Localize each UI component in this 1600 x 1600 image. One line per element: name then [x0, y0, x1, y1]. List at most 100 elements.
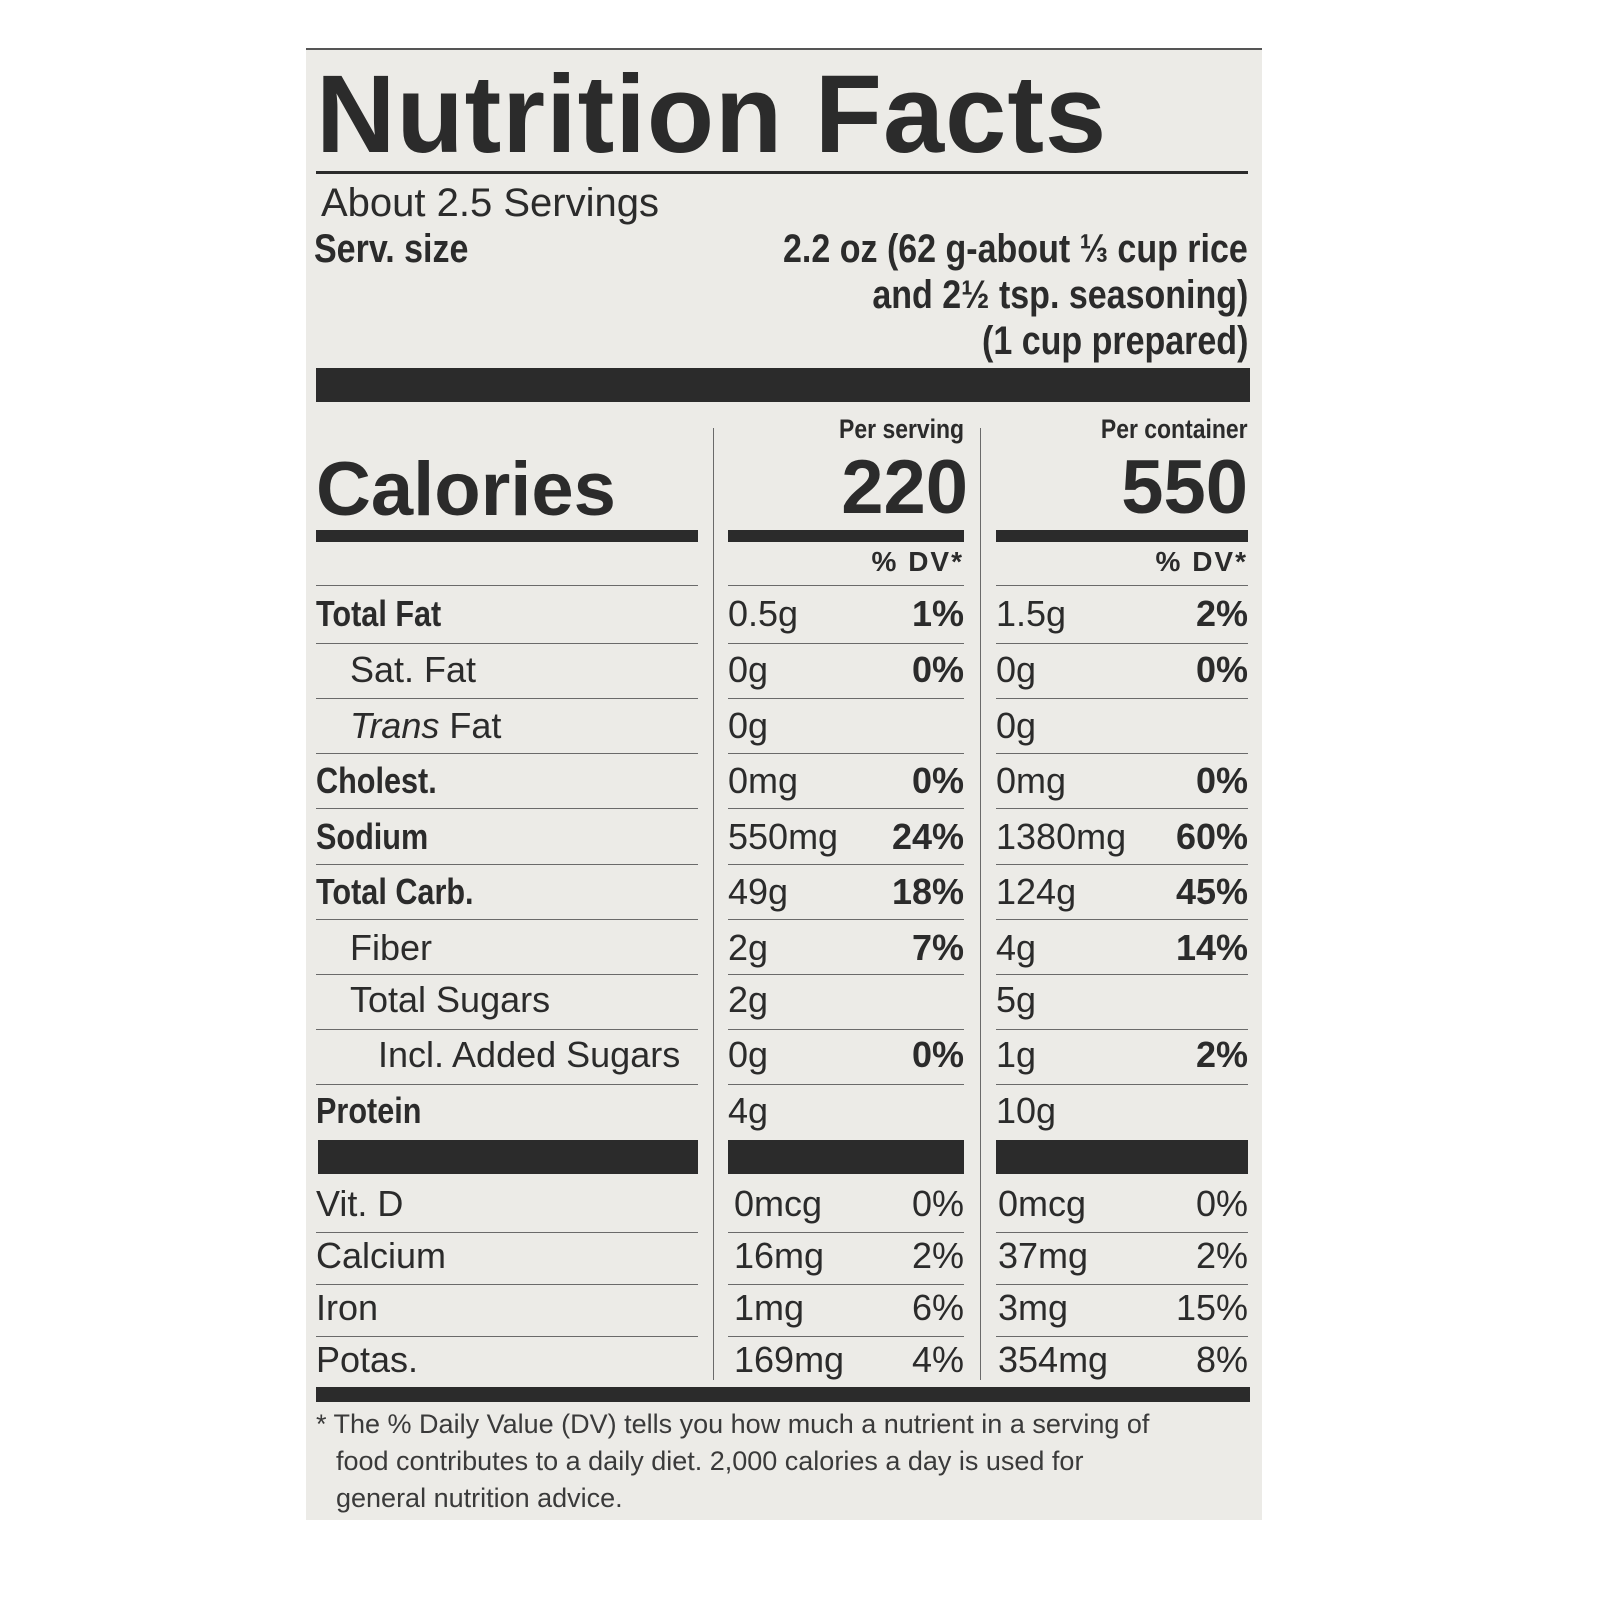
row-divider — [316, 698, 698, 699]
per-serving-dv: 6% — [911, 1287, 964, 1328]
per-serving-amount: 2g — [728, 979, 769, 1020]
row-divider — [728, 864, 964, 865]
calories-per-container: 550 — [1121, 445, 1248, 530]
per-container-dv: 15% — [1175, 1287, 1248, 1328]
row-divider — [728, 1232, 964, 1233]
calories-label: Calories — [316, 447, 616, 532]
per-serving-amount: 0g — [728, 649, 769, 690]
per-container-amount: 1380mg — [996, 816, 1127, 857]
calories-per-serving: 220 — [841, 445, 968, 530]
row-divider — [996, 643, 1248, 644]
per-container-dv: 14% — [1175, 927, 1248, 968]
row-divider — [728, 1336, 964, 1337]
row-divider — [316, 1029, 698, 1030]
row-divider — [728, 974, 964, 975]
per-serving-amount: 169mg — [734, 1339, 845, 1380]
per-container-dv: 2% — [1195, 1235, 1248, 1276]
row-divider — [996, 698, 1248, 699]
per-container-amount: 0mcg — [998, 1183, 1087, 1224]
row-divider — [316, 1084, 698, 1085]
per-serving-amount: 4g — [728, 1090, 769, 1131]
calories-bar — [996, 530, 1248, 542]
per-serving-amount: 0mcg — [734, 1183, 823, 1224]
serving-size-label: Serv. size — [314, 227, 469, 271]
per-serving-dv: 0% — [911, 649, 964, 690]
per-serving-dv: 24% — [891, 816, 964, 857]
row-divider — [316, 1284, 698, 1285]
dv-header-container: % DV* — [1155, 546, 1248, 577]
calories-bar — [316, 530, 698, 542]
servings-per-container: About 2.5 Servings — [321, 181, 659, 225]
row-divider — [996, 808, 1248, 809]
row-divider — [728, 585, 964, 586]
nutrient-label: Protein — [316, 1090, 422, 1131]
row-divider — [996, 1232, 1248, 1233]
per-serving-amount: 0.5g — [728, 593, 799, 634]
nutrient-label: Trans Fat — [350, 705, 502, 746]
row-divider — [996, 585, 1248, 586]
serving-size-value: 2.2 oz (62 g-about ⅓ cup rice and 2½ tsp… — [783, 227, 1248, 363]
per-container-dv: 60% — [1175, 816, 1248, 857]
per-container-header: Per container — [1101, 414, 1248, 444]
column-divider — [980, 428, 981, 1380]
per-container-amount: 10g — [996, 1090, 1057, 1131]
per-serving-dv: 0% — [911, 1034, 964, 1075]
per-serving-amount: 0mg — [728, 760, 799, 801]
vitamin-label: Potas. — [316, 1339, 419, 1380]
per-serving-amount: 49g — [728, 871, 789, 912]
per-container-amount: 4g — [996, 927, 1037, 968]
nutrient-label: Sat. Fat — [350, 649, 477, 690]
nutrition-facts-title: Nutrition Facts — [316, 53, 1108, 176]
per-container-amount: 0g — [996, 649, 1037, 690]
row-divider — [728, 808, 964, 809]
per-container-dv: 0% — [1195, 1183, 1248, 1224]
per-container-dv: 45% — [1175, 871, 1248, 912]
per-container-amount: 1.5g — [996, 593, 1067, 634]
per-container-dv: 0% — [1195, 649, 1248, 690]
per-serving-dv: 18% — [891, 871, 964, 912]
per-container-amount: 3mg — [998, 1287, 1069, 1328]
vitamin-label: Iron — [316, 1287, 379, 1328]
row-divider — [996, 974, 1248, 975]
row-divider — [728, 753, 964, 754]
row-divider — [728, 919, 964, 920]
per-serving-dv: 2% — [911, 1235, 964, 1276]
calories-bar — [728, 530, 964, 542]
row-divider — [996, 919, 1248, 920]
nutrient-label: Sodium — [316, 816, 429, 857]
footnote: * The % Daily Value (DV) tells you how m… — [316, 1409, 1150, 1513]
per-container-amount: 37mg — [998, 1235, 1089, 1276]
per-serving-dv: 0% — [911, 1183, 964, 1224]
per-serving-dv: 0% — [911, 760, 964, 801]
nutrient-label: Fiber — [350, 927, 433, 968]
per-container-dv: 2% — [1195, 1034, 1248, 1075]
per-container-dv: 2% — [1195, 593, 1248, 634]
per-serving-amount: 1mg — [734, 1287, 805, 1328]
row-divider — [316, 643, 698, 644]
per-container-amount: 354mg — [998, 1339, 1109, 1380]
per-serving-header: Per serving — [838, 414, 964, 444]
row-divider — [996, 864, 1248, 865]
row-divider — [316, 808, 698, 809]
per-container-amount: 124g — [996, 871, 1077, 912]
thick-divider — [996, 1140, 1248, 1174]
per-container-amount: 0g — [996, 705, 1037, 746]
nutrient-label: Total Sugars — [350, 979, 551, 1020]
row-divider — [728, 698, 964, 699]
per-serving-dv: 7% — [911, 927, 964, 968]
dv-header-serving: % DV* — [871, 546, 964, 577]
nutrient-label: Incl. Added Sugars — [378, 1034, 681, 1075]
row-divider — [996, 1029, 1248, 1030]
per-serving-amount: 16mg — [734, 1235, 825, 1276]
bottom-divider — [316, 1387, 1250, 1402]
row-divider — [996, 1084, 1248, 1085]
nutrient-label: Total Fat — [316, 593, 442, 634]
nutrient-label: Cholest. — [316, 760, 437, 801]
per-container-amount: 5g — [996, 979, 1037, 1020]
row-divider — [728, 1029, 964, 1030]
row-divider — [996, 1284, 1248, 1285]
row-divider — [996, 1336, 1248, 1337]
per-serving-dv: 4% — [911, 1339, 964, 1380]
row-divider — [316, 1232, 698, 1233]
per-container-amount: 1g — [996, 1034, 1037, 1075]
